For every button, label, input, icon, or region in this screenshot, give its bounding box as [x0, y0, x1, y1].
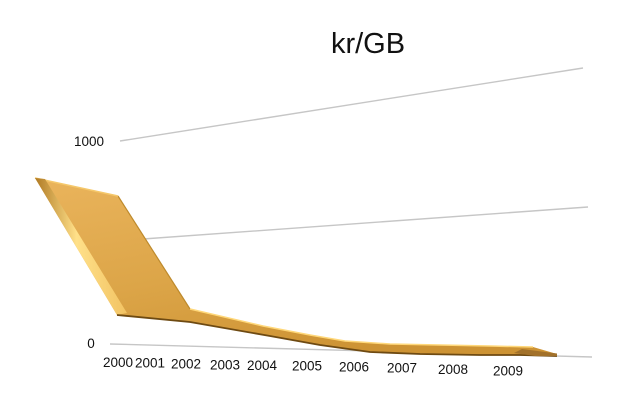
x-tick-label: 2008 [438, 362, 468, 377]
y-tick-label-1000: 1000 [74, 134, 104, 149]
area-back-edge [117, 195, 191, 310]
area-top-edge-highlight [34, 177, 119, 197]
x-tick-label: 2005 [292, 359, 322, 374]
x-tick-label: 2001 [135, 356, 165, 371]
area-end-cap [514, 349, 557, 356]
area-band-highlight [189, 308, 534, 348]
area-bottom-edge [116, 314, 558, 357]
area-series-krgb [34, 177, 558, 357]
area-left-edge-highlight [35, 178, 127, 315]
chart-title: kr/GB [331, 28, 405, 60]
y-tick-label-0: 0 [87, 336, 95, 351]
x-tick-label: 2003 [210, 358, 240, 373]
x-tick-label: 2004 [247, 358, 278, 373]
x-tick-label: 2009 [493, 364, 523, 379]
x-tick-label: 2006 [339, 360, 369, 375]
gridline-1000 [119, 67, 584, 142]
x-tick-label: 2002 [171, 357, 201, 372]
gridline-500 [142, 206, 589, 240]
x-axis-labels: 2000 2001 2002 2003 2004 2005 2006 2007 2008 2009 [103, 355, 523, 379]
x-tick-label: 2000 [103, 355, 133, 370]
x-tick-label: 2007 [387, 361, 417, 376]
area-face [35, 178, 557, 356]
